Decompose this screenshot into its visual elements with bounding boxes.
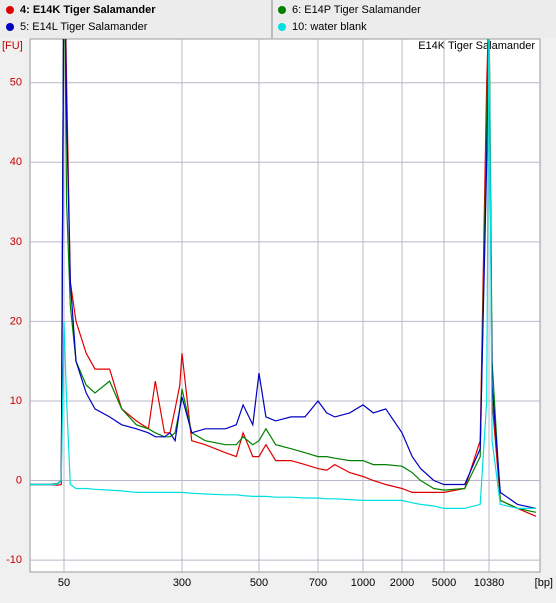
legend-marker bbox=[6, 23, 14, 31]
y-tick-label: 0 bbox=[16, 474, 22, 486]
series-line bbox=[30, 39, 537, 509]
y-tick-label: 30 bbox=[10, 236, 22, 248]
x-tick-label: 1000 bbox=[351, 577, 375, 589]
legend-marker bbox=[278, 6, 286, 14]
series-line bbox=[30, 39, 537, 517]
y-tick-label: 20 bbox=[10, 315, 22, 327]
x-tick-label: 700 bbox=[309, 577, 327, 589]
x-tick-label: 5000 bbox=[432, 577, 456, 589]
legend-label: 4: E14K Tiger Salamander bbox=[20, 4, 156, 16]
series-line bbox=[30, 39, 536, 509]
legend-box bbox=[0, 0, 556, 38]
legend-marker bbox=[278, 23, 286, 31]
y-tick-label: -10 bbox=[6, 554, 22, 566]
x-tick-label: 300 bbox=[173, 577, 191, 589]
x-tick-label: 50 bbox=[58, 577, 70, 589]
y-tick-label: 10 bbox=[10, 395, 22, 407]
plot-area bbox=[29, 38, 541, 573]
y-axis-label: [FU] bbox=[2, 40, 23, 52]
legend-marker bbox=[6, 6, 14, 14]
legend-label: 6: E14P Tiger Salamander bbox=[292, 4, 421, 16]
series-line bbox=[30, 39, 537, 513]
legend-label: 5: E14L Tiger Salamander bbox=[20, 21, 148, 33]
y-tick-label: 40 bbox=[10, 156, 22, 168]
x-tick-label: 500 bbox=[250, 577, 268, 589]
y-tick-label: 50 bbox=[10, 77, 22, 89]
legend-label: 10: water blank bbox=[292, 21, 367, 33]
x-tick-label: 2000 bbox=[390, 577, 414, 589]
x-axis-label: [bp] bbox=[535, 577, 553, 589]
chart-title: E14K Tiger Salamander bbox=[418, 40, 535, 52]
x-tick-label: 10380 bbox=[474, 577, 505, 589]
